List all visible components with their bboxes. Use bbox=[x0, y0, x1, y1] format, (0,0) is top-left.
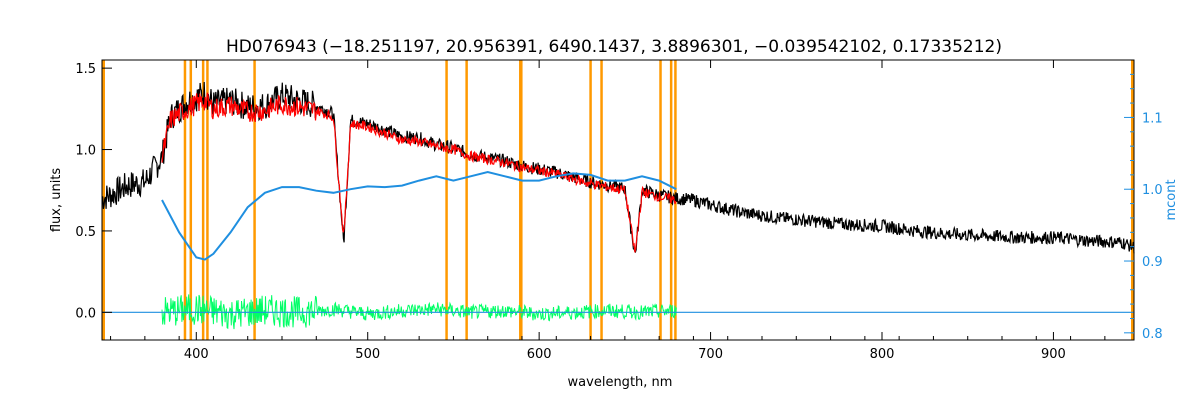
y2-tick-label: 0.9 bbox=[1142, 255, 1163, 270]
right-edge-mask bbox=[1131, 60, 1134, 340]
y-tick-label: 1.5 bbox=[75, 62, 96, 77]
x-tick-label: 400 bbox=[184, 347, 209, 362]
y-tick-label: 0.5 bbox=[75, 225, 96, 240]
residual-line bbox=[161, 294, 677, 330]
y-tick-label: 1.0 bbox=[75, 144, 96, 159]
y2-tick-label: 1.1 bbox=[1142, 111, 1163, 126]
x-tick-label: 900 bbox=[1041, 347, 1066, 362]
chart-title: HD076943 (−18.251197, 20.956391, 6490.14… bbox=[226, 37, 1002, 57]
observed-spectrum-line bbox=[101, 81, 1135, 254]
y2-axis-label: mcont bbox=[1164, 179, 1179, 220]
y-tick-label: 0.0 bbox=[75, 306, 96, 321]
x-axis: 400 500 600 700 800 900 bbox=[110, 60, 1106, 362]
mcont-line bbox=[161, 170, 677, 261]
x-axis-label: wavelength, nm bbox=[568, 375, 673, 390]
y-axis: 0.0 0.5 1.0 1.5 bbox=[75, 62, 112, 321]
x-tick-label: 600 bbox=[527, 347, 552, 362]
y2-tick-label: 1.0 bbox=[1142, 183, 1163, 198]
x-tick-label: 500 bbox=[355, 347, 380, 362]
series-layer bbox=[101, 81, 1135, 330]
x-tick-label: 800 bbox=[870, 347, 895, 362]
model-spectrum-line bbox=[161, 92, 677, 253]
plot-frame bbox=[101, 59, 1135, 341]
y2-axis: 0.8 0.9 1.0 1.1 bbox=[1124, 73, 1163, 342]
x-tick-label: 700 bbox=[698, 347, 723, 362]
y2-tick-label: 0.8 bbox=[1142, 327, 1163, 342]
y-axis-label: flux, units bbox=[49, 168, 64, 233]
